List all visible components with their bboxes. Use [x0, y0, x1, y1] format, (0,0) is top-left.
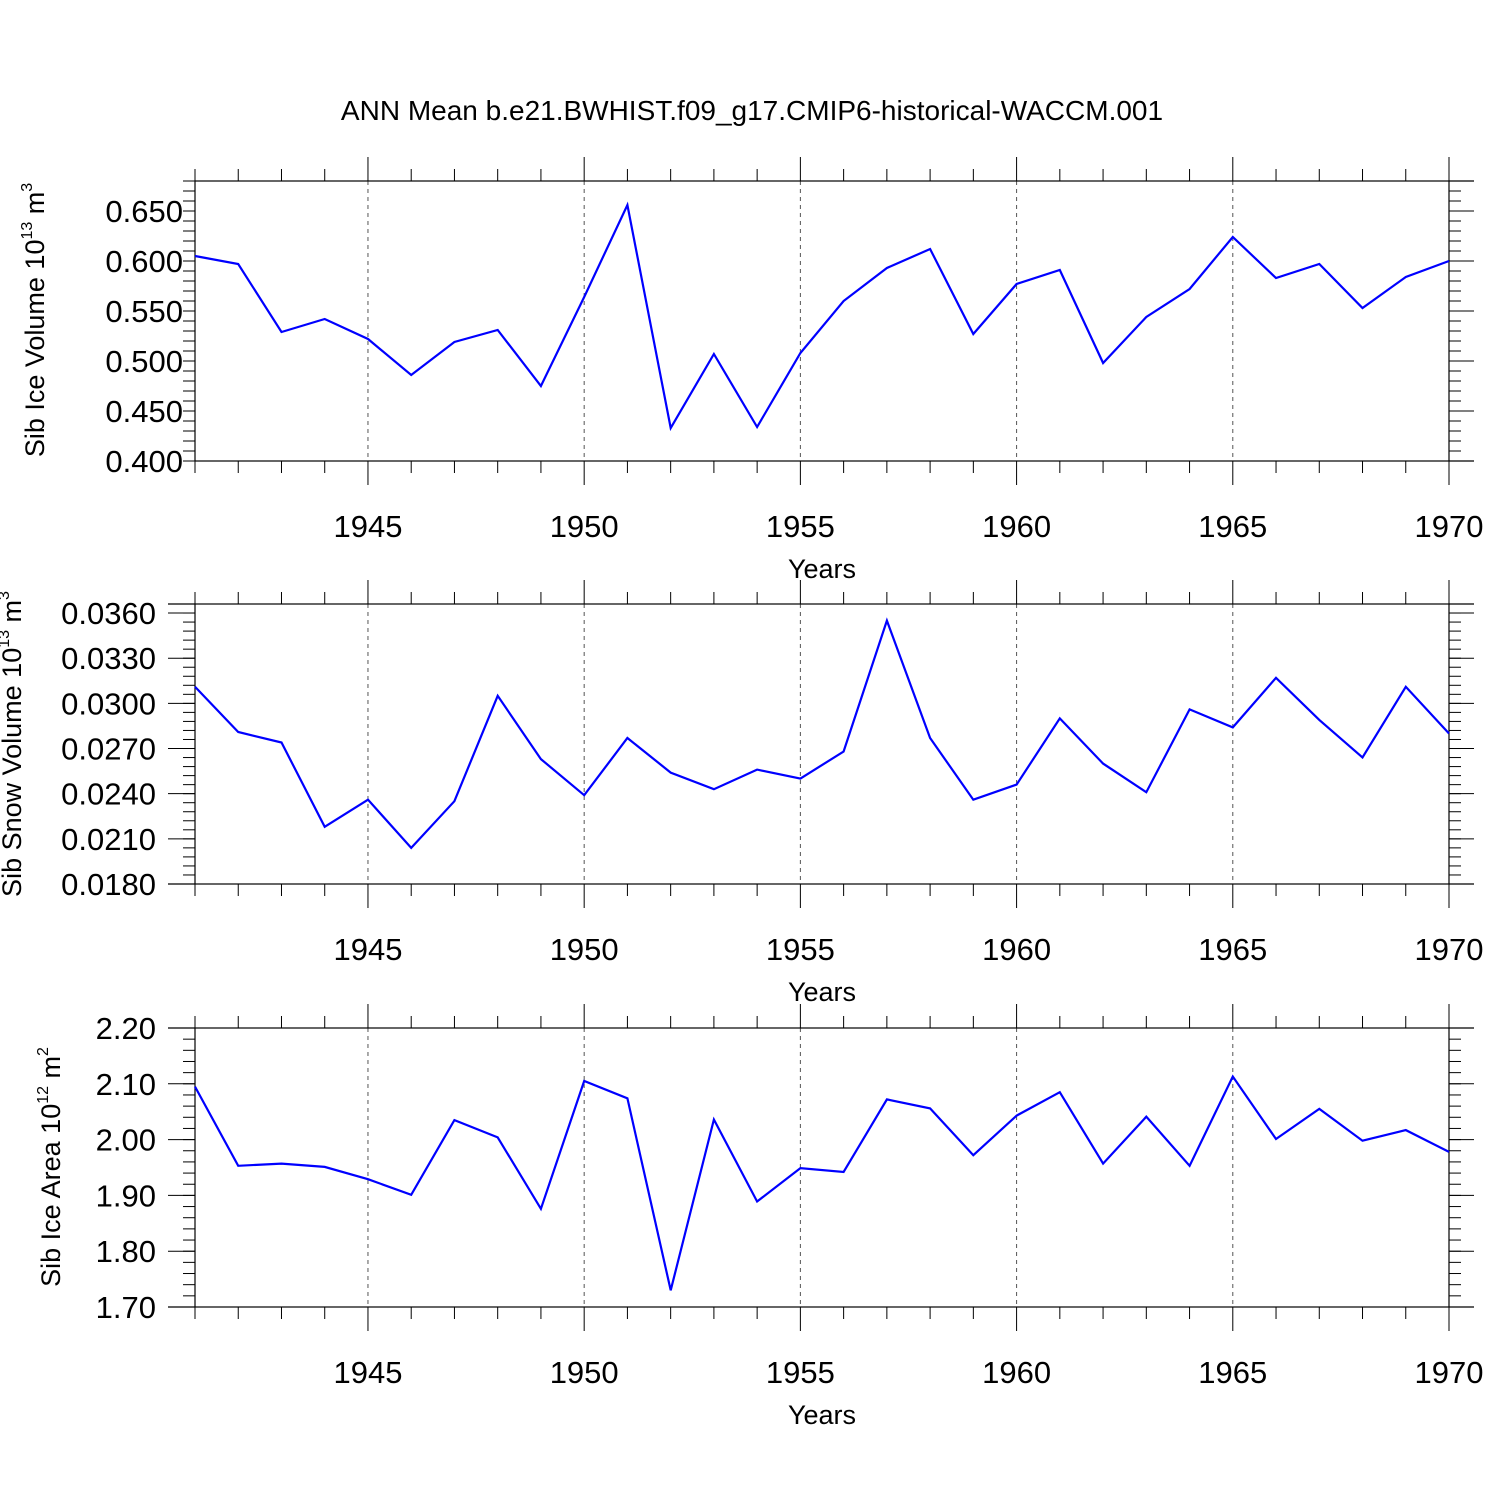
x-tick-label: 1960 — [982, 509, 1051, 544]
y-tick-label: 0.550 — [105, 294, 183, 329]
x-tick-label: 1945 — [333, 509, 402, 544]
chart-panel-1: 1945 1950 1955 1960 1965 1970 0.400 0.450 0.500 0… — [19, 157, 1483, 584]
x-tick-label: 1960 — [982, 1355, 1051, 1390]
y-axis-title: Sib Ice Volume 1013 m3 — [19, 183, 50, 457]
chart-panel-2: 1945 1950 1955 1960 1965 1970 0.0180 0.0210 0.02… — [0, 580, 1483, 1007]
y-tick-label: 1.90 — [96, 1178, 156, 1213]
y-tick-label: 0.0360 — [61, 596, 156, 631]
y-tick-label: 1.80 — [96, 1234, 156, 1269]
plot-frame — [194, 603, 1450, 885]
y-tick-label: 1.70 — [96, 1290, 156, 1325]
x-tick-label: 1970 — [1415, 932, 1484, 967]
series-line — [194, 201, 1450, 432]
x-tick-label: 1955 — [766, 509, 835, 544]
x-axis-title: Years — [788, 554, 856, 584]
y-tick-label: 2.00 — [96, 1123, 156, 1158]
x-tick-label: 1945 — [333, 932, 402, 967]
y-tick-label: 0.650 — [105, 194, 183, 229]
x-tick-label: 1950 — [550, 1355, 619, 1390]
x-tick-label: 1955 — [766, 1355, 835, 1390]
y-axis-title: Sib Snow Volume 1013 m3 — [0, 591, 27, 897]
x-tick-label: 1950 — [550, 509, 619, 544]
chart-panel-3: 1945 1950 1955 1960 1965 1970 1.70 1.80 1.90 2.00… — [35, 1004, 1483, 1430]
y-tick-label: 2.10 — [96, 1067, 156, 1102]
x-tick-label: 1945 — [333, 1355, 402, 1390]
y-tick-label: 0.0180 — [61, 867, 156, 902]
series-line — [194, 617, 1450, 850]
chart-title: ANN Mean b.e21.BWHIST.f09_g17.CMIP6-hist… — [341, 95, 1163, 126]
x-tick-label: 1965 — [1198, 932, 1267, 967]
y-tick-label: 0.450 — [105, 394, 183, 429]
y-tick-label: 0.500 — [105, 344, 183, 379]
x-axis-title: Years — [788, 977, 856, 1007]
y-tick-label: 0.600 — [105, 244, 183, 279]
x-tick-label: 1950 — [550, 932, 619, 967]
y-tick-label: 0.0210 — [61, 822, 156, 857]
x-tick-label: 1970 — [1415, 1355, 1484, 1390]
y-tick-label: 0.0330 — [61, 641, 156, 676]
x-tick-label: 1965 — [1198, 509, 1267, 544]
y-tick-label: 0.0240 — [61, 777, 156, 812]
plot-frame — [194, 1027, 1450, 1308]
x-tick-label: 1965 — [1198, 1355, 1267, 1390]
x-tick-label: 1970 — [1415, 509, 1484, 544]
y-tick-label: 0.400 — [105, 444, 183, 479]
y-tick-label: 2.20 — [96, 1011, 156, 1046]
x-tick-label: 1955 — [766, 932, 835, 967]
y-axis-title: Sib Ice Area 1012 m2 — [35, 1047, 66, 1287]
y-tick-label: 0.0270 — [61, 732, 156, 767]
plot-frame — [194, 180, 1450, 462]
y-tick-label: 0.0300 — [61, 686, 156, 721]
x-axis-title: Years — [788, 1400, 856, 1430]
x-tick-label: 1960 — [982, 932, 1051, 967]
series-line — [194, 1074, 1450, 1291]
